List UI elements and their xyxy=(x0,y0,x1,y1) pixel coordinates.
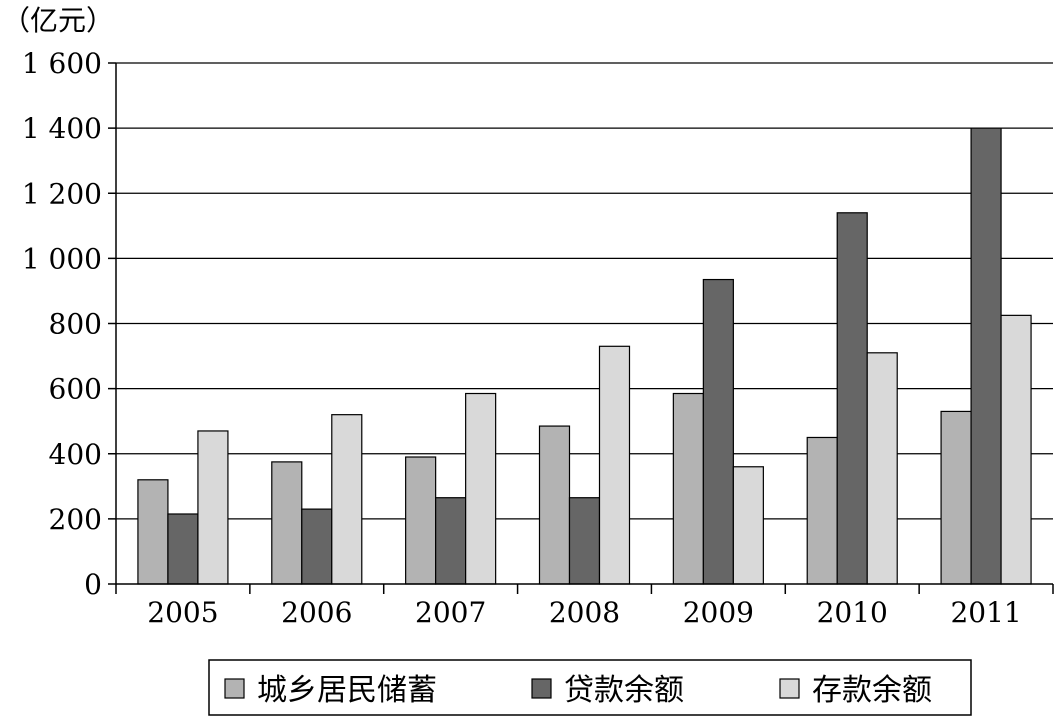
x-tick-label: 2011 xyxy=(950,596,1021,629)
legend-swatch xyxy=(224,678,245,699)
bar-deposit-balance xyxy=(1000,314,1032,585)
legend-swatch xyxy=(779,678,800,699)
bar-deposit-balance xyxy=(732,466,764,585)
x-tick-label: 2006 xyxy=(281,596,352,629)
x-tick-label: 2007 xyxy=(415,596,486,629)
bar-savings xyxy=(538,425,571,585)
bar-savings xyxy=(672,392,704,585)
y-tick-label: 1 000 xyxy=(22,242,102,275)
y-axis-unit-label: （亿元） xyxy=(2,4,114,37)
legend-swatch xyxy=(531,678,552,699)
legend-box xyxy=(208,659,972,716)
y-tick-label: 400 xyxy=(49,438,102,471)
legend-label: 存款余额 xyxy=(812,673,932,708)
bars xyxy=(137,127,1032,585)
y-tick-label: 0 xyxy=(84,568,102,601)
bar-loan-balance xyxy=(435,497,467,585)
legend-label: 城乡居民储蓄 xyxy=(257,673,437,708)
bar-deposit-balance xyxy=(866,352,898,585)
x-tick-labels: 2005 2006 2007 2008 2009 2010 2011 xyxy=(147,596,1021,629)
bar-loan-balance xyxy=(970,127,1002,585)
bar-savings xyxy=(271,461,303,585)
x-tick-label: 2010 xyxy=(817,596,888,629)
legend: 城乡居民储蓄 贷款余额 存款余额 xyxy=(208,659,972,716)
bar-loan-balance xyxy=(836,212,868,585)
x-tick-label: 2008 xyxy=(549,596,620,629)
y-tick-label: 1 400 xyxy=(22,112,102,145)
y-tick-label: 600 xyxy=(49,373,102,406)
grid-lines xyxy=(116,62,1053,520)
bar-loan-balance xyxy=(301,508,333,585)
y-tick-label: 1 200 xyxy=(22,177,102,210)
bar-savings xyxy=(940,410,972,585)
legend-label: 贷款余额 xyxy=(564,673,684,708)
x-tick-label: 2009 xyxy=(683,596,754,629)
bar-savings xyxy=(137,479,169,585)
bar-deposit-balance xyxy=(197,430,229,585)
bar-loan-balance xyxy=(702,278,734,585)
axes xyxy=(108,62,1054,594)
bar-deposit-balance xyxy=(598,345,631,585)
y-tick-label: 1 600 xyxy=(22,47,102,80)
y-tick-labels: 0 200 400 600 800 1 000 1 200 1 400 1 600 xyxy=(22,47,102,601)
y-tick-label: 200 xyxy=(49,503,102,536)
bar-deposit-balance xyxy=(465,392,497,585)
y-tick-label: 800 xyxy=(49,308,102,341)
bar-loan-balance xyxy=(167,513,199,585)
x-tick-label: 2005 xyxy=(147,596,218,629)
bar-deposit-balance xyxy=(331,414,363,585)
bar-savings xyxy=(806,436,838,585)
bar-loan-balance xyxy=(568,497,601,585)
bar-savings xyxy=(405,456,437,585)
